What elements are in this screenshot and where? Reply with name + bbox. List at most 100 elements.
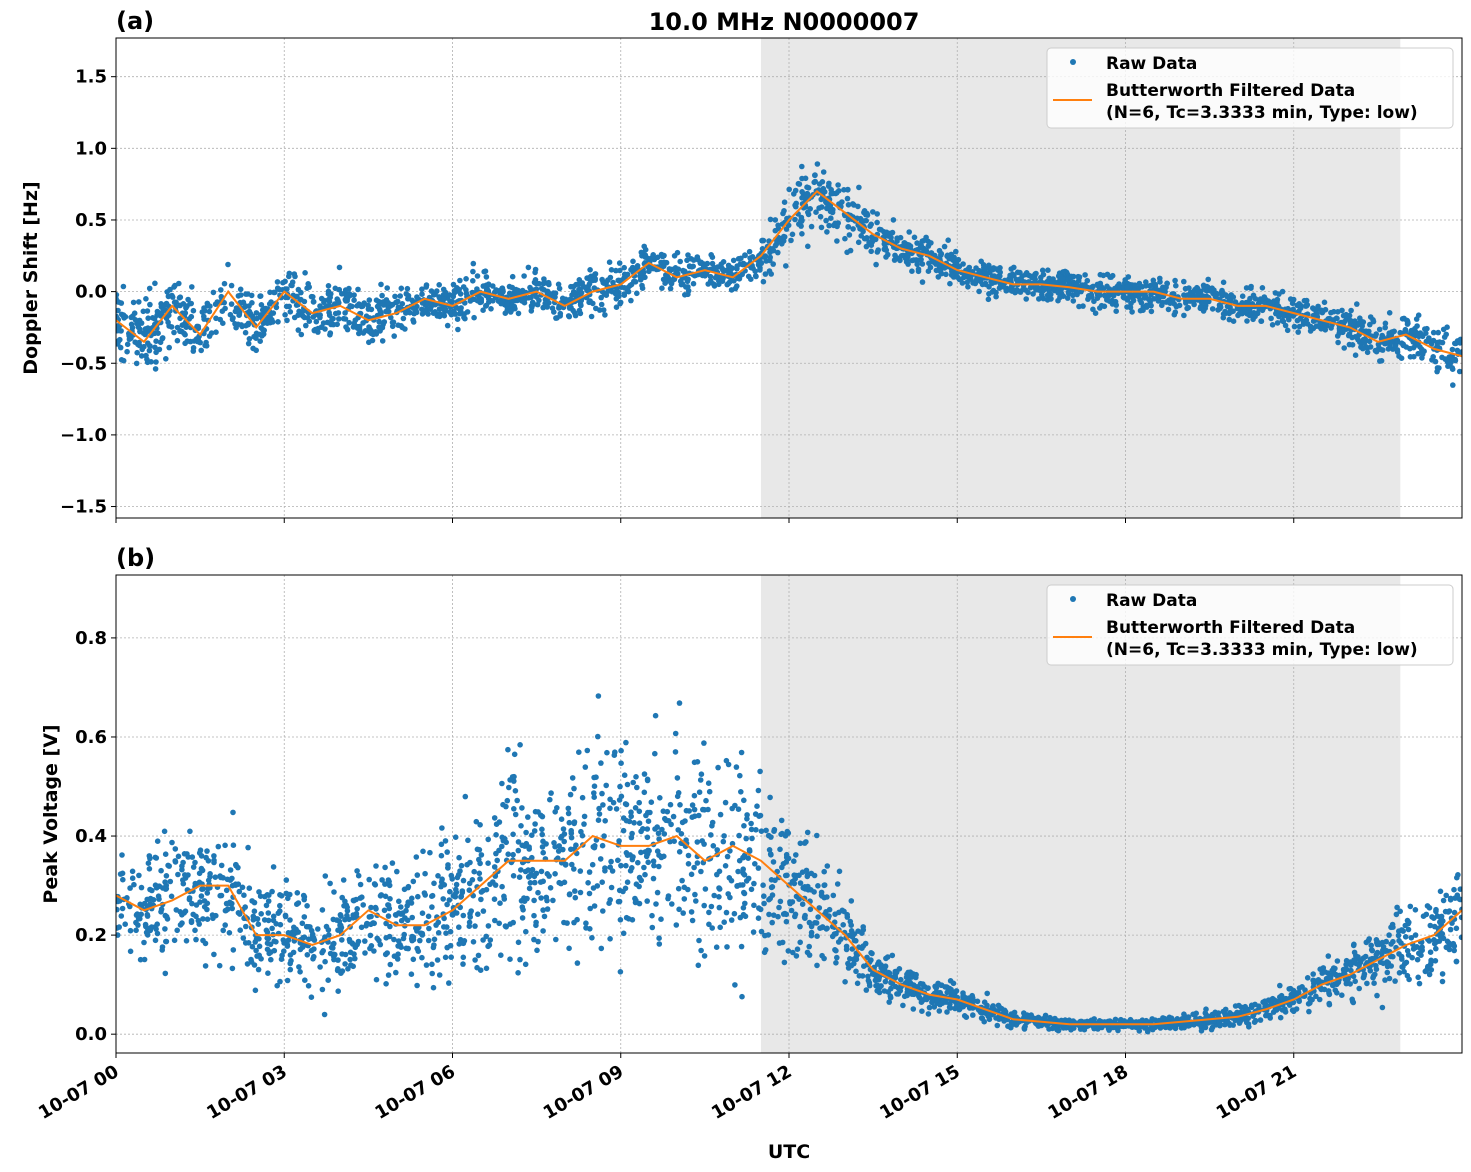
raw-data-point — [632, 895, 638, 902]
raw-data-point — [284, 317, 290, 324]
raw-data-point — [128, 314, 134, 321]
raw-data-point — [1403, 344, 1410, 350]
raw-data-point — [633, 881, 640, 887]
raw-data-point — [1325, 988, 1332, 994]
raw-data-point — [675, 790, 682, 796]
raw-data-point — [814, 933, 820, 939]
raw-data-point — [1057, 294, 1063, 301]
raw-data-point — [557, 313, 563, 319]
raw-data-point — [342, 296, 349, 303]
raw-data-point — [1396, 928, 1402, 934]
raw-data-point — [447, 888, 453, 895]
raw-data-point — [167, 878, 174, 885]
raw-data-point — [419, 291, 425, 298]
raw-data-point — [258, 302, 265, 308]
raw-data-point — [150, 897, 157, 903]
raw-data-point — [492, 882, 499, 888]
raw-data-point — [788, 237, 794, 244]
raw-data-point — [785, 948, 792, 954]
raw-data-point — [506, 784, 512, 791]
raw-data-point — [494, 857, 501, 864]
raw-data-point — [1185, 304, 1192, 311]
raw-data-point — [865, 973, 871, 980]
raw-data-point — [301, 934, 308, 940]
raw-data-point — [1205, 276, 1211, 283]
raw-data-point — [346, 285, 352, 292]
raw-data-point — [166, 312, 172, 319]
raw-data-point — [863, 987, 870, 993]
raw-data-point — [265, 898, 272, 904]
raw-data-point — [138, 353, 145, 359]
raw-data-point — [147, 343, 153, 349]
raw-data-point — [522, 961, 529, 968]
raw-data-point — [688, 909, 695, 915]
raw-data-point — [923, 996, 930, 1003]
raw-data-point — [636, 808, 643, 815]
raw-data-point — [1101, 292, 1108, 299]
raw-data-point — [847, 956, 853, 962]
raw-data-point — [598, 301, 605, 308]
raw-data-point — [797, 880, 804, 886]
raw-data-point — [1217, 303, 1223, 310]
raw-data-point — [808, 923, 815, 930]
raw-data-point — [643, 853, 650, 860]
raw-data-point — [851, 931, 858, 937]
raw-data-point — [861, 209, 867, 216]
raw-data-point — [485, 943, 491, 950]
raw-data-point — [512, 811, 519, 818]
raw-data-point — [235, 321, 241, 328]
raw-data-point — [172, 858, 178, 864]
raw-data-point — [201, 313, 207, 320]
raw-data-point — [1310, 971, 1316, 977]
raw-data-point — [269, 319, 276, 325]
raw-data-point — [827, 203, 834, 209]
raw-data-point — [656, 935, 662, 941]
raw-data-point — [200, 916, 206, 922]
raw-data-point — [737, 882, 744, 888]
raw-data-point — [653, 901, 659, 907]
raw-data-point — [1406, 919, 1412, 926]
raw-data-point — [456, 286, 463, 293]
raw-data-point — [402, 326, 408, 332]
raw-data-point — [1433, 906, 1439, 913]
raw-data-point — [499, 834, 506, 841]
raw-data-point — [996, 285, 1003, 291]
raw-data-point — [674, 775, 681, 781]
raw-data-point — [204, 916, 211, 922]
raw-data-point — [601, 833, 607, 839]
raw-data-point — [331, 956, 337, 963]
raw-data-point — [120, 876, 126, 883]
y-tick-label: 0.5 — [75, 210, 107, 231]
raw-data-point — [748, 820, 754, 827]
raw-data-point — [196, 921, 202, 927]
raw-data-point — [253, 335, 259, 342]
raw-data-point — [672, 730, 679, 737]
raw-data-point — [215, 843, 222, 850]
raw-data-point — [438, 852, 445, 859]
raw-data-point — [181, 321, 187, 328]
raw-data-point — [1456, 368, 1462, 375]
raw-data-point — [411, 305, 417, 312]
raw-data-point — [969, 992, 975, 999]
raw-data-point — [1250, 292, 1257, 299]
raw-data-point — [996, 1016, 1002, 1022]
raw-data-point — [230, 947, 237, 953]
raw-data-point — [1232, 1003, 1239, 1009]
raw-data-point — [808, 870, 815, 877]
raw-data-point — [485, 860, 491, 866]
raw-data-point — [1191, 1022, 1197, 1028]
raw-data-point — [1208, 1026, 1215, 1033]
raw-data-point — [836, 188, 842, 194]
raw-data-point — [1380, 334, 1387, 341]
raw-data-point — [636, 900, 643, 907]
raw-data-point — [1393, 911, 1400, 918]
raw-data-point — [1458, 934, 1462, 941]
raw-data-point — [269, 925, 275, 932]
raw-data-point — [158, 906, 165, 912]
raw-data-point — [689, 814, 695, 820]
raw-data-point — [1294, 317, 1301, 324]
raw-data-point — [644, 898, 650, 904]
raw-data-point — [538, 868, 545, 875]
raw-data-point — [610, 799, 617, 806]
raw-data-point — [136, 872, 142, 879]
